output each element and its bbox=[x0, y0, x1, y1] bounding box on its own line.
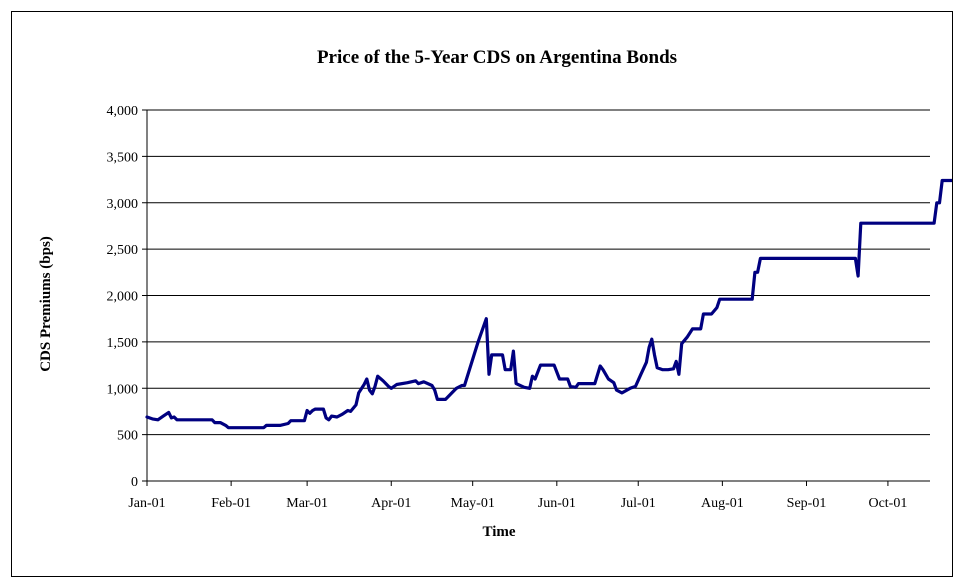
x-tick-label: Mar-01 bbox=[286, 496, 328, 511]
x-tick-label: Oct-01 bbox=[868, 496, 907, 511]
gridlines bbox=[142, 109, 930, 482]
x-tick-label: Aug-01 bbox=[701, 496, 744, 511]
x-tick-label: Apr-01 bbox=[371, 496, 411, 511]
x-tick-label: Jan-01 bbox=[128, 496, 165, 511]
y-tick-label: 3,500 bbox=[107, 150, 139, 165]
y-tick-label: 3,000 bbox=[107, 197, 139, 212]
y-axis-label: CDS Premiums (bps) bbox=[38, 236, 54, 372]
y-tick-label: 1,000 bbox=[107, 382, 139, 397]
x-tick-labels: Jan-01 Feb-01 Mar-01 Apr-01 May-01 Jun-01 Jul-… bbox=[128, 481, 907, 511]
y-tick-label: 2,000 bbox=[107, 290, 139, 305]
x-axis-label: Time bbox=[482, 524, 515, 540]
y-tick-labels: 0 500 1,000 1,500 2,000 2,500 3,000 3,500 4,000 bbox=[107, 104, 139, 490]
chart-title: Price of the 5-Year CDS on Argentina Bon… bbox=[317, 47, 677, 68]
x-tick-label: Sep-01 bbox=[787, 496, 827, 511]
y-tick-label: 4,000 bbox=[107, 104, 139, 119]
y-tick-label: 2,500 bbox=[107, 243, 139, 258]
x-tick-label: Jun-01 bbox=[538, 496, 576, 511]
chart-frame: Price of the 5-Year CDS on Argentina Bon… bbox=[11, 11, 953, 577]
axes bbox=[146, 110, 930, 482]
series-group bbox=[145, 178, 952, 430]
x-tick-label: May-01 bbox=[451, 496, 495, 511]
y-tick-label: 1,500 bbox=[107, 336, 139, 351]
x-tick-label: Jul-01 bbox=[621, 496, 656, 511]
chart: Price of the 5-Year CDS on Argentina Bon… bbox=[38, 47, 952, 540]
x-tick-label: Feb-01 bbox=[211, 496, 251, 511]
y-tick-label: 0 bbox=[131, 475, 138, 490]
y-tick-label: 500 bbox=[117, 429, 138, 444]
series-line bbox=[145, 178, 952, 430]
